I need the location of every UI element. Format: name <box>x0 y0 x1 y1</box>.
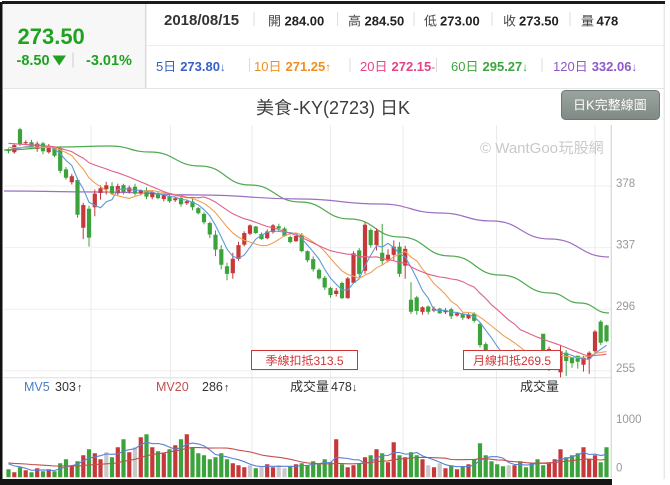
svg-text:↓: ↓ <box>631 62 637 74</box>
svg-text:↑: ↑ <box>224 382 230 394</box>
svg-text:272.15: 272.15 <box>392 59 432 74</box>
svg-text:10: 10 <box>254 59 268 74</box>
svg-text:↑: ↑ <box>77 382 83 394</box>
svg-text:↓: ↓ <box>220 62 226 74</box>
svg-text:K: K <box>398 98 410 118</box>
svg-text:2018/08/15: 2018/08/15 <box>164 12 239 29</box>
svg-text:20: 20 <box>360 59 374 74</box>
svg-text:273.50: 273.50 <box>519 14 559 29</box>
svg-text:-KY(2723): -KY(2723) <box>293 98 375 118</box>
svg-text:255: 255 <box>616 363 635 375</box>
svg-text:0: 0 <box>616 463 622 475</box>
svg-text:478: 478 <box>331 380 352 394</box>
svg-text:295.27: 295.27 <box>483 59 523 74</box>
svg-text:K: K <box>586 98 595 113</box>
svg-text:© WantGoo: © WantGoo <box>480 140 558 157</box>
svg-text:60: 60 <box>451 59 465 74</box>
svg-text:303: 303 <box>55 380 76 394</box>
svg-text:MV5: MV5 <box>24 380 50 394</box>
svg-text:332.06: 332.06 <box>592 59 632 74</box>
svg-text:5: 5 <box>156 59 163 74</box>
svg-text:286: 286 <box>202 380 223 394</box>
svg-text:120: 120 <box>553 59 575 74</box>
svg-text:478: 478 <box>597 14 619 29</box>
svg-text:MV20: MV20 <box>156 380 189 394</box>
svg-text:↑: ↑ <box>325 62 331 74</box>
svg-text:271.25: 271.25 <box>286 59 326 74</box>
svg-text:284.00: 284.00 <box>285 14 325 29</box>
svg-text:269.5: 269.5 <box>521 354 551 368</box>
svg-text:313.5: 313.5 <box>314 354 344 368</box>
svg-text:273.80: 273.80 <box>180 59 220 74</box>
svg-text:-8.50: -8.50 <box>17 53 50 69</box>
svg-text:337: 337 <box>616 240 635 252</box>
svg-text:-: - <box>431 62 435 74</box>
svg-text:378: 378 <box>616 178 635 190</box>
svg-text:296: 296 <box>616 301 635 313</box>
svg-text:273.50: 273.50 <box>18 24 85 49</box>
svg-text:↓: ↓ <box>352 382 358 394</box>
svg-text:284.50: 284.50 <box>365 14 405 29</box>
svg-text:-3.01%: -3.01% <box>86 53 132 69</box>
svg-text:1000: 1000 <box>616 414 642 426</box>
svg-text:273.00: 273.00 <box>440 14 480 29</box>
svg-text:↓: ↓ <box>522 62 528 74</box>
